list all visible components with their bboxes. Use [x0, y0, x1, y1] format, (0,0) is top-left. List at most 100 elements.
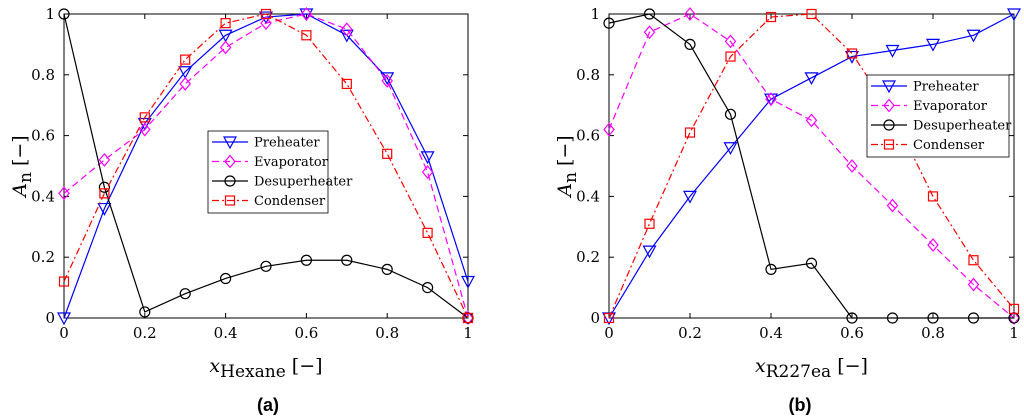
data-point — [967, 312, 980, 324]
data-point — [381, 263, 393, 275]
legend: Preheater Evaporator Desuperheater Condense… — [866, 74, 1012, 158]
y-tick-label: 0.8 — [31, 66, 55, 84]
data-point — [98, 152, 111, 167]
series-evaporator — [603, 7, 1020, 325]
x-tick-label: 0.6 — [840, 324, 864, 342]
legend-label: Preheater — [913, 80, 979, 95]
legend-marker — [881, 80, 897, 94]
data-point — [179, 76, 191, 91]
x-tick-label: 0.2 — [678, 324, 702, 342]
data-point — [341, 22, 353, 37]
series-desuperheater — [58, 8, 474, 324]
data-point — [603, 122, 615, 137]
data-point — [260, 8, 272, 20]
data-point — [684, 127, 696, 138]
data-point — [968, 255, 979, 266]
y-tick-label: 1 — [590, 5, 600, 23]
data-point — [925, 38, 941, 52]
x-tick-label: 1 — [1009, 324, 1019, 342]
data-point — [99, 188, 110, 199]
data-point — [684, 7, 696, 21]
panel-caption: (a) — [257, 395, 279, 415]
legend-label: Condenser — [913, 138, 985, 153]
data-point — [846, 48, 858, 59]
data-point — [603, 17, 615, 29]
data-point — [300, 7, 313, 21]
series-condenser — [58, 8, 474, 324]
chart-panel-0: 0 0.2 0.4 0.6 0.8 1 0 0.2 0.4 0.6 0.8 1 xHexane [−] A… — [9, 5, 476, 415]
x-tick-label: 0.4 — [759, 324, 783, 342]
data-point — [927, 191, 939, 202]
series-line — [63, 13, 469, 319]
data-point — [179, 288, 191, 300]
x-tick-label: 0.6 — [294, 324, 318, 342]
y-tick-label: 0 — [590, 309, 600, 327]
legend-label: Desuperheater — [254, 175, 353, 190]
legend-label: Evaporator — [254, 155, 329, 170]
series-desuperheater — [603, 8, 1020, 324]
data-point — [219, 40, 232, 55]
data-point — [763, 93, 779, 107]
data-point — [684, 38, 696, 51]
data-point — [260, 260, 272, 272]
series-preheater — [601, 8, 1022, 326]
data-point — [805, 113, 818, 128]
data-point — [1008, 303, 1020, 314]
data-point — [765, 11, 777, 23]
y-tick-label: 0.2 — [576, 248, 600, 266]
x-tick-label: 0 — [59, 324, 69, 342]
data-point — [180, 54, 191, 65]
data-point — [58, 186, 70, 201]
data-point — [846, 312, 858, 324]
data-point — [339, 29, 354, 43]
data-point — [1008, 311, 1020, 325]
legend-label: Desuperheater — [913, 119, 1012, 134]
legend-marker — [224, 175, 236, 187]
x-axis-label: xR227ea [−] — [755, 355, 868, 382]
y-axis-label: An [−] — [554, 135, 581, 198]
data-point — [462, 312, 474, 324]
y-tick-label: 0.4 — [31, 187, 55, 205]
data-point — [420, 151, 435, 165]
plot-frame — [608, 13, 1015, 319]
legend-marker — [222, 136, 238, 150]
data-point — [300, 254, 312, 266]
legend-label: Condenser — [254, 194, 326, 209]
series-line — [608, 13, 1014, 319]
data-point — [98, 181, 111, 193]
legend-marker — [224, 195, 236, 206]
x-tick-label: 1 — [463, 324, 473, 342]
y-tick-label: 0.4 — [576, 187, 600, 205]
data-point — [218, 29, 233, 43]
y-tick-label: 0.2 — [31, 248, 55, 266]
y-tick-label: 0.6 — [31, 127, 55, 145]
y-axis-label: An [−] — [9, 135, 36, 198]
data-point — [765, 92, 777, 107]
y-tick-label: 0 — [45, 309, 55, 327]
data-point — [885, 44, 900, 58]
x-tick-label: 0.8 — [375, 324, 399, 342]
data-point — [260, 16, 272, 31]
data-point — [927, 238, 939, 252]
data-point — [804, 72, 819, 86]
series-condenser — [603, 8, 1020, 324]
series-line — [608, 13, 1015, 319]
legend-label: Evaporator — [913, 99, 988, 114]
data-point — [341, 78, 352, 90]
data-point — [97, 202, 112, 216]
data-point — [643, 8, 656, 20]
data-point — [806, 8, 817, 20]
data-point — [886, 312, 899, 324]
x-axis-label: xHexane [−] — [209, 355, 322, 382]
data-point — [258, 11, 274, 25]
data-point — [927, 312, 939, 324]
legend-marker — [224, 154, 236, 169]
series-line — [608, 13, 1015, 319]
x-tick-label: 0.2 — [133, 324, 157, 342]
chart-panel-1: 0 0.2 0.4 0.6 0.8 1 0 0.2 0.4 0.6 0.8 1 xR227ea [−] A… — [554, 5, 1022, 415]
data-point — [139, 306, 151, 318]
data-point — [460, 275, 476, 289]
x-tick-label: 0.4 — [214, 324, 238, 342]
data-point — [603, 312, 615, 324]
